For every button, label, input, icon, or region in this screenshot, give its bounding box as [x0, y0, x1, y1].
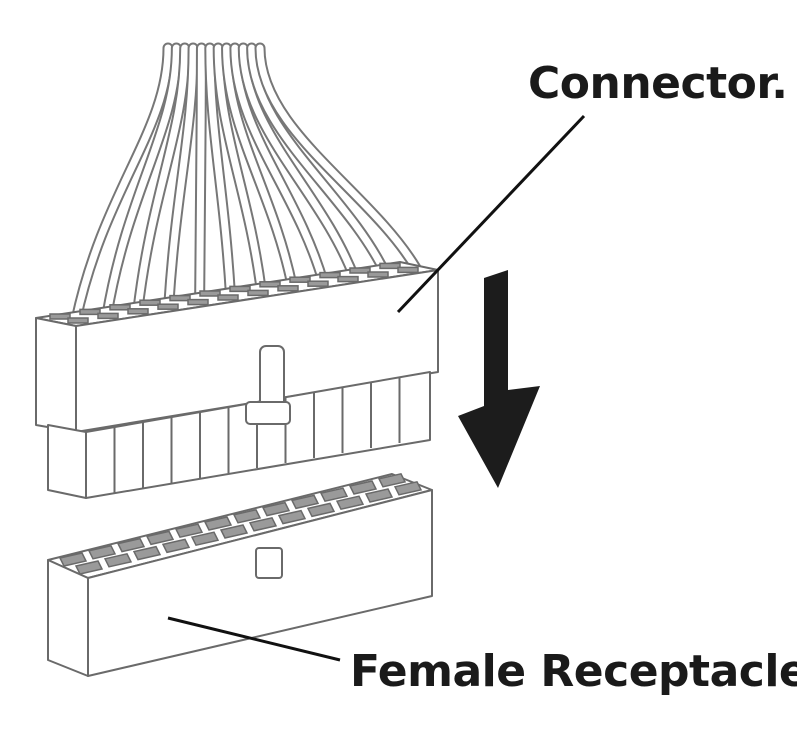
- pin-cavity: [397, 266, 419, 274]
- receptacle-cavity: [393, 480, 423, 496]
- pin-cavity: [109, 304, 131, 311]
- receptacle-cavity: [261, 501, 291, 517]
- pin-cavity: [169, 294, 191, 302]
- pin-cavity: [379, 262, 401, 270]
- receptacle-cavity: [306, 502, 336, 518]
- pin-cavity: [187, 298, 209, 306]
- receptacle-cavity: [58, 552, 88, 567]
- receptacle-leader-line: [167, 616, 341, 662]
- wire: [223, 44, 296, 291]
- receptacle-cavity: [232, 508, 262, 524]
- wire: [239, 44, 358, 281]
- female-receptacle-label: Female Receptacle.: [350, 646, 797, 697]
- wire: [72, 44, 172, 324]
- wire: [165, 44, 197, 310]
- wire: [206, 44, 235, 300]
- pin-cavity: [229, 285, 251, 293]
- receptacle-cavity: [203, 516, 233, 531]
- wire: [256, 44, 420, 272]
- wire-bundle: [70, 42, 422, 326]
- receptacle-cavity: [190, 531, 220, 547]
- pin-cavity: [67, 317, 89, 324]
- wire: [214, 44, 265, 296]
- receptacle-cavity: [364, 488, 394, 503]
- pin-cavity: [289, 276, 311, 283]
- down-arrow-icon: [458, 270, 540, 488]
- receptacle-cavity: [103, 552, 133, 568]
- pin-cavity: [367, 271, 389, 278]
- receptacle-cavity: [116, 537, 146, 553]
- pin-cavity: [349, 267, 371, 274]
- wire: [134, 44, 189, 315]
- receptacle-cavity: [277, 509, 307, 525]
- receptacle-cavity: [248, 516, 278, 532]
- connector-label: Connector.: [528, 58, 788, 109]
- pin-cavity: [319, 271, 341, 279]
- connector-leader-line: [396, 114, 586, 314]
- receptacle-cavity: [145, 530, 175, 546]
- receptacle-cavity: [319, 487, 349, 503]
- pin-cavity: [277, 285, 299, 292]
- receptacle-cavity: [290, 494, 320, 510]
- wire: [248, 44, 389, 277]
- pin-cavity: [97, 312, 119, 320]
- connector-body: [35, 261, 439, 499]
- pin-cavity: [217, 294, 239, 301]
- receptacle-latch-slot: [255, 547, 283, 579]
- receptacle-cavity: [87, 544, 117, 560]
- pin-cavity: [337, 275, 359, 283]
- wire: [103, 44, 180, 319]
- receptacle-cavity: [161, 538, 191, 554]
- pin-cavity: [79, 308, 101, 316]
- receptacle-cavity: [74, 560, 104, 575]
- receptacle-cavity: [348, 480, 378, 495]
- receptacle-cavity: [335, 495, 365, 511]
- pin-cavity: [127, 308, 149, 315]
- receptacle-cavity: [219, 524, 249, 539]
- wire: [231, 44, 327, 286]
- pin-cavity: [199, 290, 221, 297]
- pin-cavity: [139, 299, 161, 306]
- pin-cavity: [157, 303, 179, 310]
- receptacle-cavity: [377, 472, 407, 488]
- pin-cavity: [259, 281, 281, 288]
- pin-cavity: [307, 280, 329, 287]
- receptacle-cavity: [174, 523, 204, 539]
- receptacle-cavity: [132, 545, 162, 561]
- pin-cavity: [49, 313, 71, 320]
- female-receptacle-body: [47, 472, 433, 677]
- wire: [196, 44, 205, 305]
- pin-cavity: [247, 289, 269, 297]
